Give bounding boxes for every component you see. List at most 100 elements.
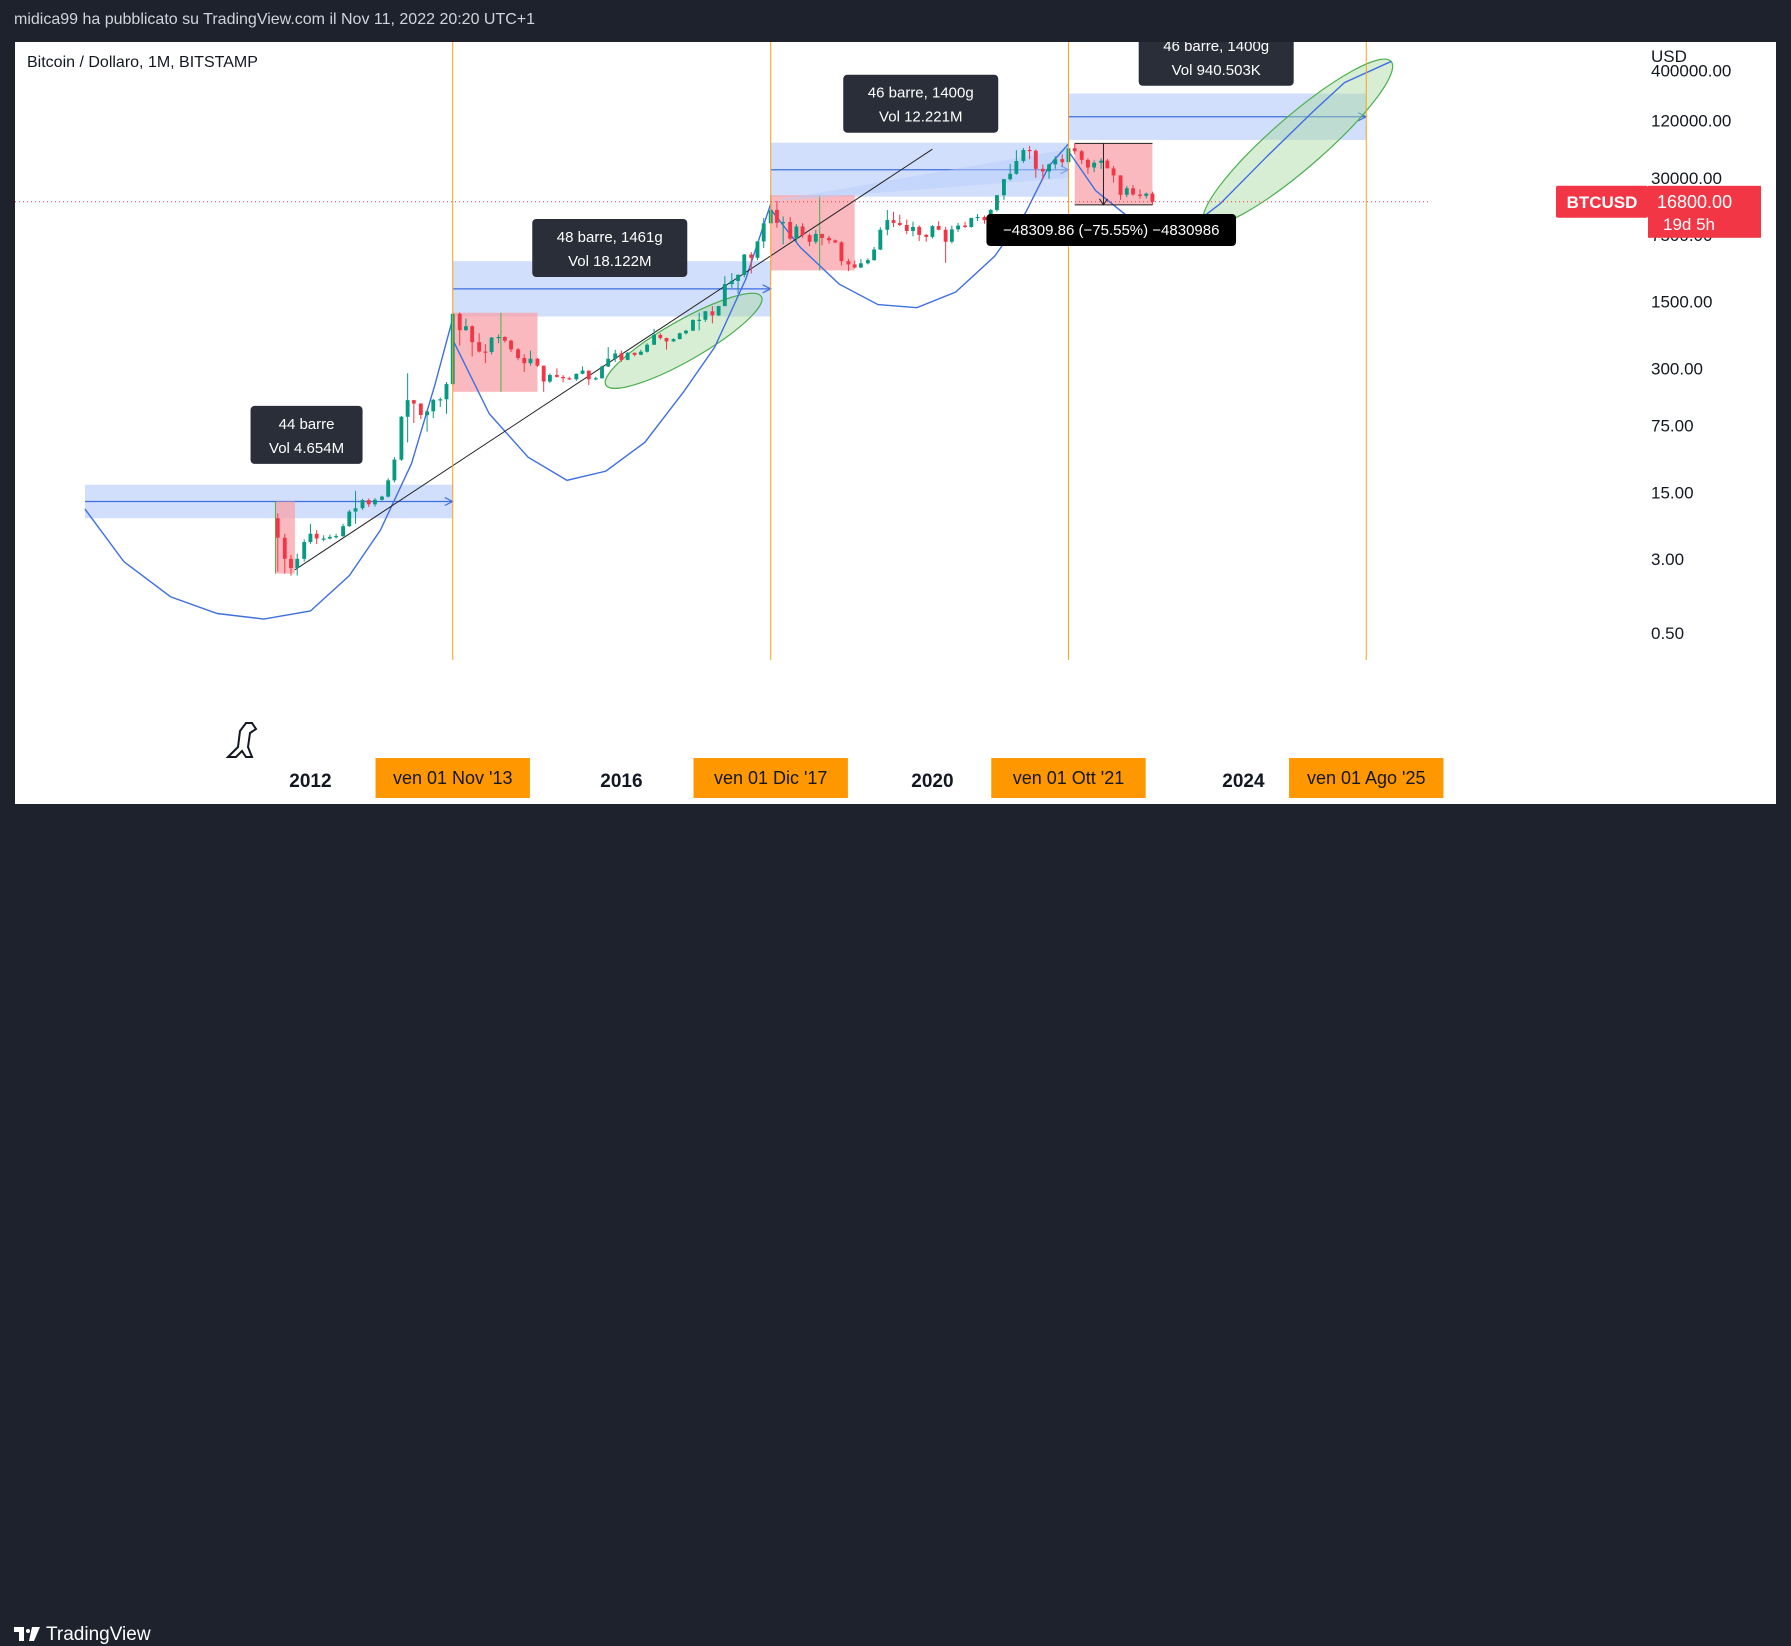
candle-body [716,306,721,316]
date-marker-label: ven 01 Ago '25 [1307,768,1426,788]
candle-body [936,226,941,230]
publisher-bar: midica99 ha pubblicato su TradingView.co… [0,0,1791,42]
candle-body [632,352,637,355]
candle-body [574,373,579,380]
candle-body [373,499,377,505]
candle-body [781,222,786,224]
candle-body [691,320,695,331]
date-marker-tag [991,758,1146,798]
candle-body [619,353,624,360]
candle-body [613,353,618,359]
cycle-arc [770,143,1070,309]
price-chart[interactable]: 400000.00120000.0030000.007500.001500.00… [15,27,1776,804]
candle-body [671,339,676,342]
candle-body [502,336,507,341]
candle-body [904,224,909,231]
candle-body [917,226,922,235]
date-marker-tag [1289,758,1444,798]
candle-body [749,254,754,258]
y-tick-label: 1500.00 [1651,293,1712,312]
candle-body [807,235,812,242]
y-tick-label: 0.50 [1651,624,1684,643]
annotation-line1: 46 barre, 1400g [1163,42,1269,55]
bull-zone-ellipse [604,292,763,389]
annotation-line1: 44 barre [279,416,335,433]
y-tick-label: 300.00 [1651,359,1703,378]
candle-body [528,358,533,364]
candle-body [380,496,384,500]
date-marker-tag [375,758,530,798]
candle-body [1138,194,1142,196]
candle-body [852,264,857,268]
candle-body [522,358,527,364]
candle-body [729,280,734,285]
candle-body [645,344,650,352]
annotation-box [986,213,1237,246]
y-tick-label: 3.00 [1651,550,1684,569]
candle-body [1002,179,1006,196]
candle-body [392,459,397,481]
candle-body [943,229,948,242]
candle-body [567,378,572,380]
candle-body [386,480,391,497]
candle-body [924,234,929,237]
candle-body [1079,151,1084,160]
candle-body [885,220,890,230]
candle-body [516,349,520,359]
candle-body [457,313,462,331]
candle-body [761,223,766,242]
candle-body [334,536,339,538]
candle-body [425,411,429,416]
trend-line [294,148,933,571]
candle-body [275,518,280,538]
price-tag [1648,185,1761,238]
candle-body [366,500,371,505]
candle-body [975,216,980,219]
annotation-box [532,219,688,278]
candle-body [684,330,688,334]
candle-body [625,352,630,360]
dino-icon [225,722,258,758]
candle-body [891,220,896,223]
candle-body [509,340,513,350]
annotation-box [1138,27,1294,86]
tradingview-logo[interactable]: TradingView [14,1624,151,1646]
x-tick-label: 2016 [600,771,642,792]
candle-body [399,416,404,460]
candle-body [438,399,443,401]
price-tag-value: 16800.00 [1657,192,1732,212]
cycle-arc [452,203,772,482]
candle-body [314,533,319,539]
candle-body [722,284,727,307]
candle-body [586,370,591,380]
candle-body [658,334,663,339]
candle-body [982,216,987,221]
candle-body [1027,149,1032,152]
chart-panel[interactable]: 400000.00120000.0030000.007500.001500.00… [15,27,1776,804]
cycle-arc [84,318,454,620]
candle-body [911,226,915,231]
candle-body [444,384,449,400]
candle-body [839,242,844,262]
candle-body [742,254,747,275]
candle-body [418,403,423,416]
annotation-line1: 48 barre, 1461g [557,229,663,246]
x-tick-label: 2020 [911,771,953,792]
candle-body [308,533,313,543]
candle-body [638,351,643,355]
x-tick-label: 2024 [1222,771,1265,792]
candle-body [600,366,604,379]
y-tick-label: 75.00 [1651,417,1694,436]
candle-body [697,319,702,321]
candle-body [794,226,799,239]
candle-body [1099,160,1104,163]
candle-body [477,342,482,352]
candle-body [593,378,598,380]
annotation-line2: Vol 4.654M [269,440,344,457]
candle-body [858,263,863,268]
candle-body [652,334,657,345]
candle-body [282,537,287,559]
candle-body [464,326,468,331]
candle-body [1092,162,1097,168]
candle-body [535,358,540,366]
